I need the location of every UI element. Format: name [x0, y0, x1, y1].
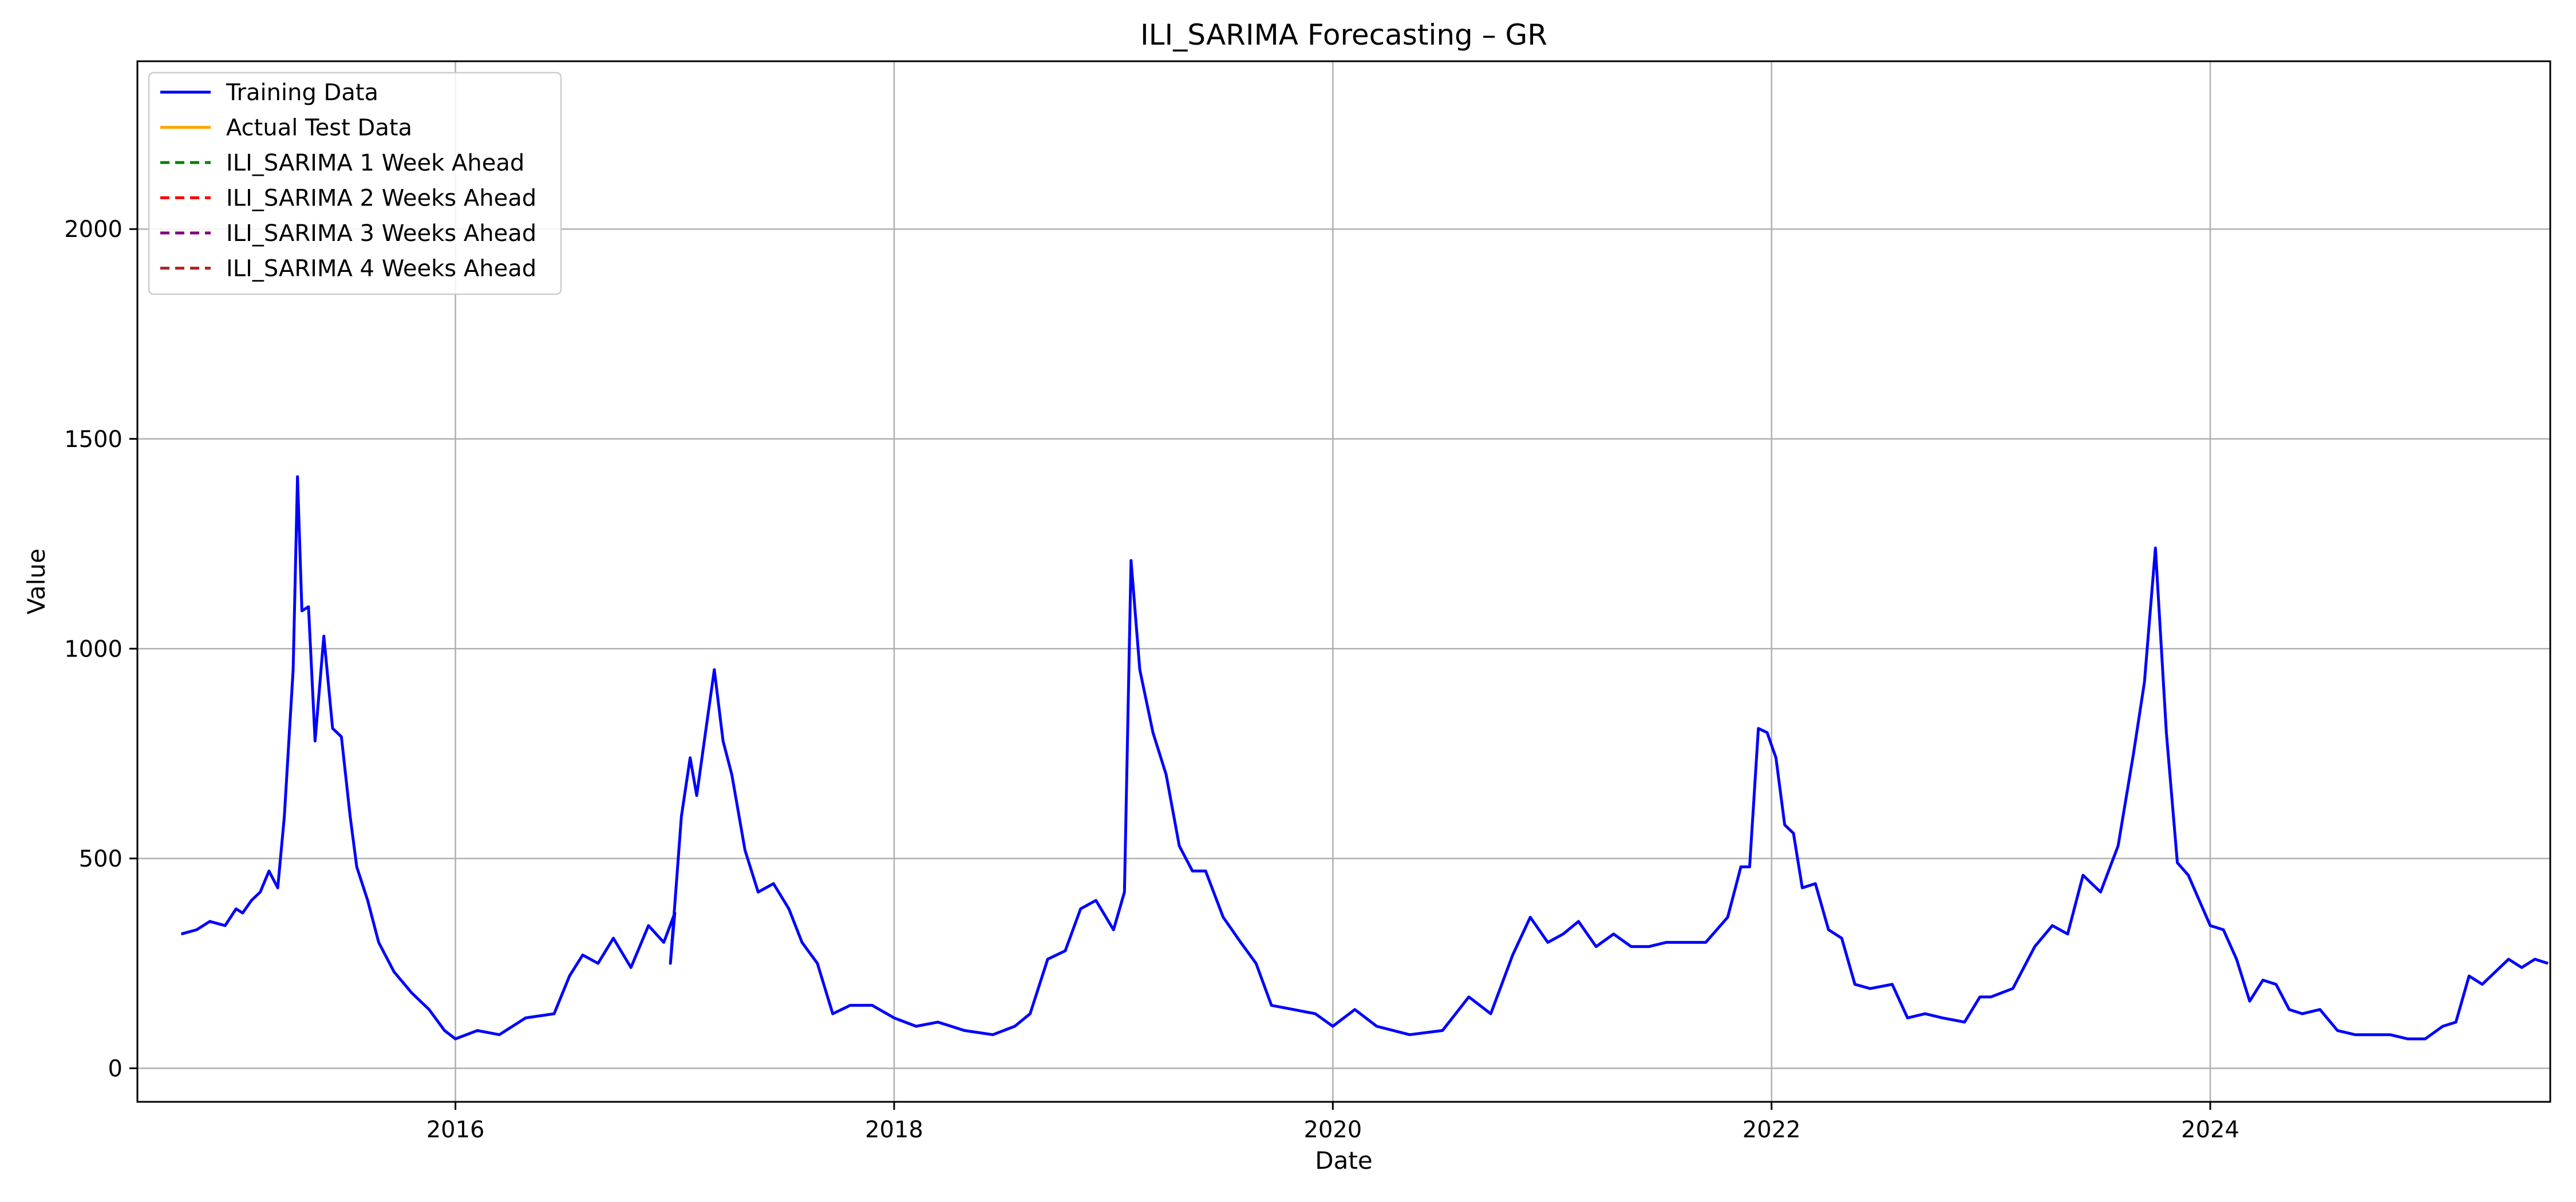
x-tick-label: 2022: [1743, 1117, 1801, 1143]
x-tick-label: 2016: [426, 1117, 485, 1143]
x-axis-label: Date: [1315, 1146, 1372, 1175]
series-layer: [180, 475, 2549, 1041]
legend: Training Data Actual Test Data ILI_SARIMA …: [148, 72, 562, 295]
y-tick-label: 0: [108, 1055, 123, 1082]
x-tick-label: 2018: [865, 1117, 923, 1143]
legend-label-1: Actual Test Data: [226, 115, 412, 141]
legend-label-2: ILI_SARIMA 1 Week Ahead: [226, 150, 524, 176]
legend-label-0: Training Data: [226, 80, 378, 106]
legend-label-4: ILI_SARIMA 3 Weeks Ahead: [226, 220, 536, 247]
y-tick-label: 500: [79, 846, 123, 872]
x-tick-label: 2020: [1303, 1117, 1362, 1143]
legend-label-5: ILI_SARIMA 4 Weeks Ahead: [226, 256, 536, 282]
y-axis-label: Value: [22, 548, 50, 614]
ticks: 2016 2018 2020 2022 2024 0 500 1000 1500 2000: [64, 216, 2239, 1143]
chart-title: ILI_SARIMA Forecasting – GR: [1140, 18, 1547, 52]
y-tick-label: 2000: [64, 216, 123, 243]
plot-frame: [136, 60, 2551, 1103]
legend-label-3: ILI_SARIMA 2 Weeks Ahead: [226, 185, 536, 212]
y-tick-label: 1500: [64, 426, 123, 453]
series-line-0: [180, 475, 2549, 1041]
legend-box: [148, 72, 562, 295]
y-tick-label: 1000: [64, 636, 123, 662]
grid: [137, 61, 2550, 1102]
x-tick-label: 2024: [2181, 1117, 2239, 1143]
